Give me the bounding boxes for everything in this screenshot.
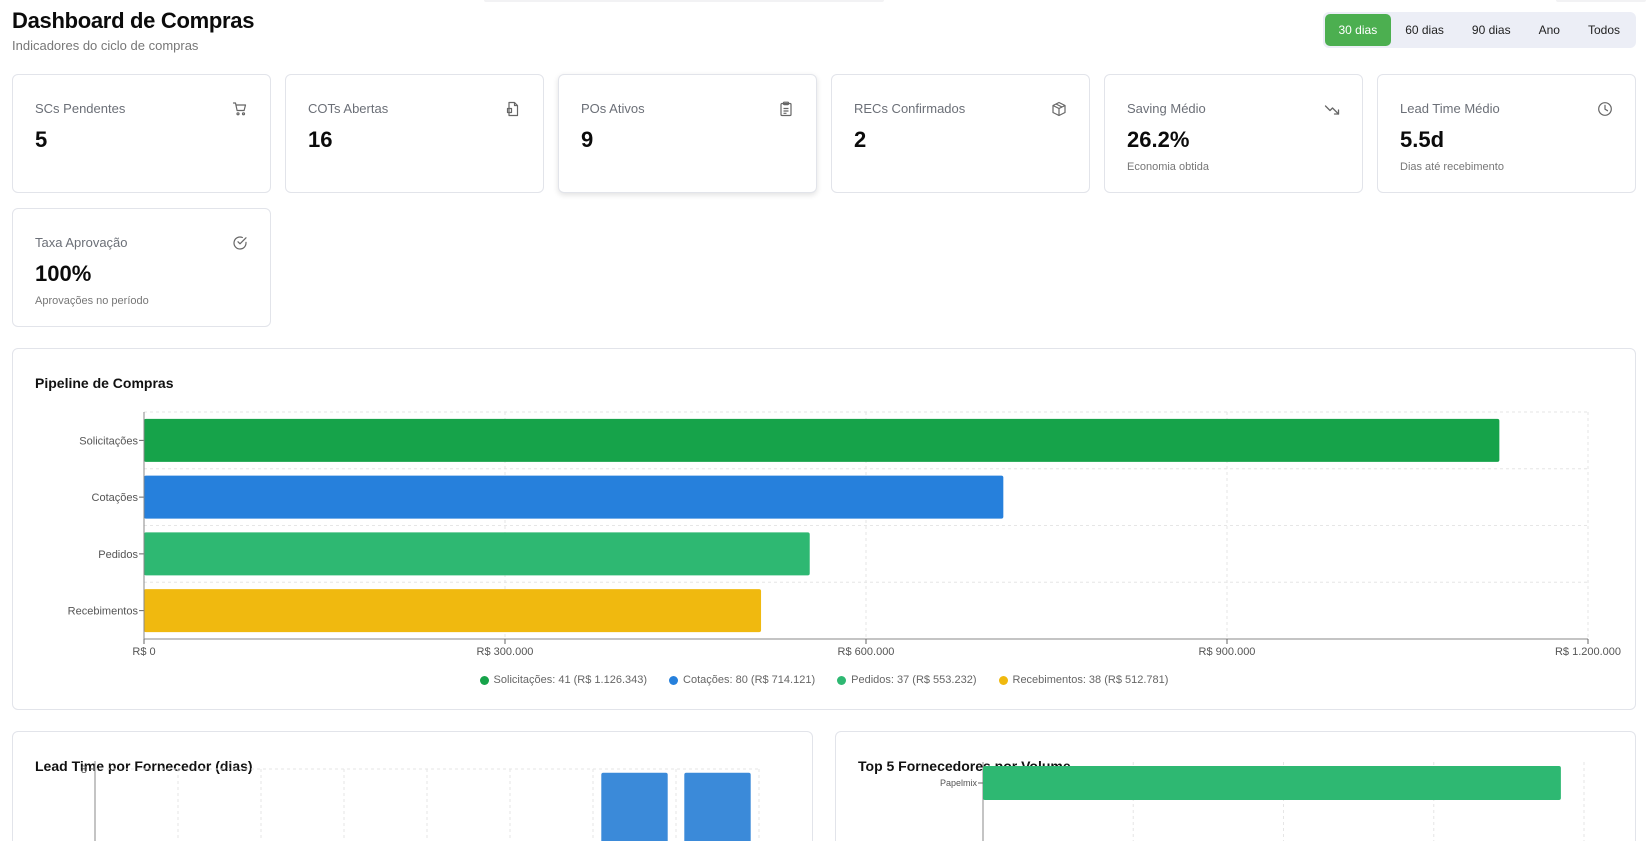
kpi-card-recs-confirmados: RECs Confirmados 2 (831, 74, 1090, 193)
lead-time-title: Lead Time por Fornecedor (dias) (35, 758, 253, 774)
kpi-note: Economia obtida (1127, 161, 1209, 173)
y-tick-label: Cotações (92, 492, 139, 504)
trending-down-icon (1324, 105, 1340, 115)
y-tick-label: Recebimentos (68, 606, 139, 618)
kpi-card-pos-ativos: POs Ativos 9 (558, 74, 817, 193)
legend-label: Recebimentos: 38 (R$ 512.781) (1012, 674, 1169, 686)
kpi-value: 16 (308, 127, 333, 152)
document-icon (506, 101, 519, 117)
kpi-label: COTs Abertas (308, 101, 389, 116)
pipeline-panel: Pipeline de Compras Solicitações Cotações… (12, 348, 1636, 710)
kpi-value: 2 (854, 127, 867, 152)
kpi-card-scs-pendentes: SCs Pendentes 5 (12, 74, 271, 193)
lead-time-chart: 8 (81, 761, 760, 841)
legend-label: Cotações: 80 (R$ 714.121) (683, 674, 816, 686)
legend-swatch (998, 675, 1008, 685)
period-year-button[interactable]: Ano (1538, 23, 1560, 37)
kpi-label: Taxa Aprovação (35, 235, 128, 250)
legend-swatch (669, 675, 679, 685)
kpi-label: Lead Time Médio (1400, 101, 1500, 116)
shopping-cart-icon (232, 102, 247, 116)
kpi-label: RECs Confirmados (854, 101, 966, 116)
x-tick-label: R$ 0 (132, 646, 155, 658)
top5-panel: Top 5 Fornecedores por Volume Papelmix (835, 731, 1636, 841)
package-icon (1052, 101, 1066, 117)
top5-chart: Papelmix (940, 762, 1585, 841)
kpi-card-taxa-aprovacao: Taxa Aprovação 100% Aprovações no períod… (12, 208, 271, 327)
kpi-note: Dias até recebimento (1400, 161, 1504, 173)
y-tick-label: Solicitações (79, 435, 138, 447)
pipeline-bar (144, 589, 762, 633)
kpi-label: POs Ativos (581, 101, 645, 116)
pipeline-bar (144, 475, 1004, 519)
kpi-value: 9 (581, 127, 594, 152)
pipeline-bar (144, 418, 1500, 462)
pipeline-legend: Solicitações: 41 (R$ 1.126.343) Cotações… (13, 674, 1635, 686)
lead-time-panel: Lead Time por Fornecedor (dias) 8 (12, 731, 813, 841)
kpi-card-cots-abertas: COTs Abertas 16 (285, 74, 544, 193)
pipeline-title: Pipeline de Compras (35, 375, 174, 391)
page-header: Dashboard de Compras Indicadores do cicl… (12, 8, 254, 53)
page-subtitle: Indicadores do ciclo de compras (12, 38, 199, 53)
kpi-label: SCs Pendentes (35, 101, 126, 116)
x-tick-label: R$ 1.200.000 (1555, 646, 1621, 658)
period-30-button[interactable]: 30 dias (1324, 14, 1392, 46)
y-tick-label: 8 (81, 764, 87, 776)
clock-icon (1598, 102, 1612, 116)
x-tick-label: R$ 600.000 (838, 646, 895, 658)
period-90-button[interactable]: 90 dias (1471, 23, 1511, 37)
kpi-value: 5 (35, 127, 48, 152)
legend-item-recebimentos[interactable]: Recebimentos: 38 (R$ 512.781) (998, 674, 1169, 686)
legend-item-pedidos[interactable]: Pedidos: 37 (R$ 553.232) (837, 674, 977, 686)
top-scroll-shadow-right (1556, 0, 1646, 2)
legend-label: Pedidos: 37 (R$ 553.232) (851, 674, 977, 686)
legend-item-cotacoes[interactable]: Cotações: 80 (R$ 714.121) (669, 674, 815, 686)
x-tick-label: R$ 900.000 (1199, 646, 1256, 658)
kpi-label: Saving Médio (1127, 101, 1206, 116)
supplier-bar (983, 766, 1561, 800)
lead-time-bar (601, 772, 668, 841)
top-scroll-shadow (484, 0, 884, 2)
period-60-button[interactable]: 60 dias (1405, 23, 1444, 37)
lead-time-bar (684, 772, 751, 841)
page-title: Dashboard de Compras (12, 8, 255, 33)
clipboard-icon (780, 101, 792, 117)
period-all-button[interactable]: Todos (1587, 23, 1620, 37)
legend-item-solicitacoes[interactable]: Solicitações: 41 (R$ 1.126.343) (479, 674, 648, 686)
kpi-note: Aprovações no período (35, 295, 149, 307)
kpi-value: 26.2% (1127, 127, 1190, 152)
period-filter: 30 dias 60 dias 90 dias Ano Todos (1322, 12, 1636, 48)
y-tick-label: Papelmix (940, 778, 978, 788)
kpi-card-lead-time-medio: Lead Time Médio 5.5d Dias até recebiment… (1377, 74, 1636, 193)
kpi-value: 5.5d (1400, 127, 1445, 152)
y-tick-label: Pedidos (98, 549, 138, 561)
legend-swatch (479, 675, 489, 685)
legend-label: Solicitações: 41 (R$ 1.126.343) (493, 674, 648, 686)
kpi-value: 100% (35, 261, 92, 286)
x-tick-label: R$ 300.000 (477, 646, 534, 658)
check-circle-icon (233, 236, 247, 250)
pipeline-bar (144, 532, 810, 576)
kpi-card-saving-medio: Saving Médio 26.2% Economia obtida (1104, 74, 1363, 193)
legend-swatch (837, 675, 847, 685)
pipeline-chart: Solicitações Cotações Pedidos Recebimentos R… (68, 411, 1621, 658)
